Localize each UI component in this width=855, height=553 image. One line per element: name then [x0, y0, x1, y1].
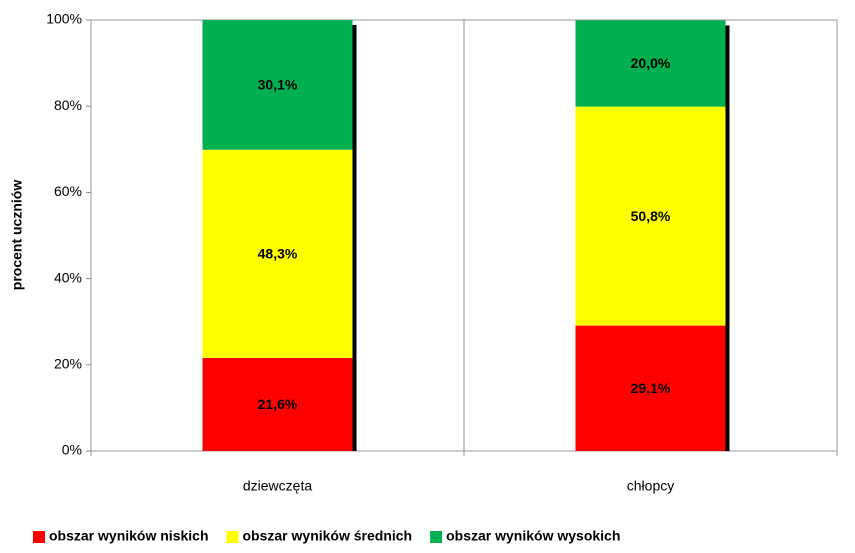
y-tick-label: 0%	[62, 442, 82, 458]
legend-label: obszar wyników wysokich	[446, 528, 620, 544]
x-tick-label: chłopcy	[627, 478, 674, 494]
y-tick-label: 40%	[54, 269, 82, 285]
legend-label: obszar wyników niskich	[49, 528, 209, 544]
data-label: 50,8%	[631, 208, 671, 224]
legend-swatch	[430, 531, 443, 543]
data-label: 20,0%	[631, 55, 671, 71]
y-tick-label: 20%	[54, 356, 82, 372]
y-tick-label: 60%	[54, 183, 82, 199]
bar-segment	[202, 357, 353, 451]
legend-swatch	[226, 531, 239, 543]
data-label: 29,1%	[631, 380, 671, 396]
data-label: 30,1%	[258, 77, 298, 93]
y-tick-label: 80%	[54, 97, 82, 113]
legend-swatch	[33, 531, 45, 543]
bar-segment	[575, 20, 726, 107]
data-label: 48,3%	[258, 246, 298, 262]
bar-shadow	[352, 25, 357, 451]
x-tick-label: dziewczęta	[243, 478, 312, 494]
bar-segment	[202, 149, 353, 358]
y-tick-label: 100%	[46, 11, 82, 27]
data-label: 21,6%	[258, 396, 298, 412]
bar-segment	[575, 106, 726, 326]
y-axis-label: procent uczniów	[9, 180, 25, 291]
bar-segment	[575, 325, 726, 451]
bar-shadow	[725, 25, 730, 451]
bar-segment	[202, 20, 353, 150]
legend-label: obszar wyników średnich	[243, 528, 413, 544]
